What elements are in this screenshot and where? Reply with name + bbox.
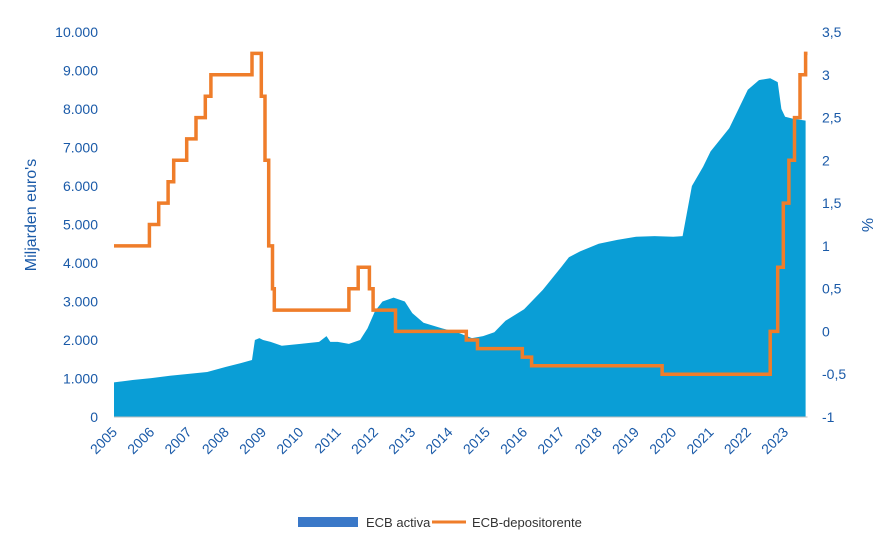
left-tick-label: 4.000 [63, 255, 98, 271]
x-tick-label: 2019 [609, 424, 642, 457]
x-tick-label: 2008 [199, 424, 232, 457]
x-tick-label: 2015 [460, 424, 493, 457]
x-tick-label: 2017 [534, 424, 567, 457]
legend-label-ecb-depositorente: ECB-depositorente [472, 515, 582, 530]
left-tick-label: 6.000 [63, 178, 98, 194]
left-tick-label: 8.000 [63, 101, 98, 117]
left-axis-title: Miljarden euro's [23, 159, 40, 271]
right-tick-label: -1 [822, 409, 835, 425]
legend: ECB activa ECB-depositorente [298, 515, 582, 530]
x-tick-label: 2020 [646, 424, 679, 457]
legend-swatch-ecb-activa [298, 517, 358, 527]
right-axis-ticks: -1 -0,5 0 0,5 1 1,5 2 2,5 3 3,5 [822, 24, 846, 425]
x-tick-label: 2022 [721, 424, 754, 457]
right-tick-label: 1 [822, 238, 830, 254]
right-tick-label: 0 [822, 323, 830, 339]
legend-label-ecb-activa: ECB activa [366, 515, 431, 530]
left-tick-label: 3.000 [63, 294, 98, 310]
x-tick-label: 2009 [236, 424, 269, 457]
right-axis-title: % [858, 218, 875, 232]
right-tick-label: 3 [822, 67, 830, 83]
x-tick-label: 2014 [422, 424, 455, 457]
x-tick-label: 2006 [124, 424, 157, 457]
x-tick-label: 2023 [758, 424, 791, 457]
left-tick-label: 9.000 [63, 63, 98, 79]
ecb-activa-area-series [114, 78, 806, 417]
left-tick-label: 10.000 [55, 24, 98, 40]
x-tick-label: 2021 [683, 424, 716, 457]
right-tick-label: 0,5 [822, 281, 842, 297]
x-tick-label: 2010 [273, 424, 306, 457]
left-tick-label: 0 [90, 409, 98, 425]
x-tick-label: 2013 [385, 424, 418, 457]
left-axis-ticks: 0 1.000 2.000 3.000 4.000 5.000 6.000 7.000 8.00… [55, 24, 98, 425]
right-tick-label: 1,5 [822, 195, 842, 211]
x-tick-label: 2018 [571, 424, 604, 457]
right-tick-label: 3,5 [822, 24, 842, 40]
left-tick-label: 2.000 [63, 332, 98, 348]
left-tick-label: 1.000 [63, 371, 98, 387]
left-tick-label: 7.000 [63, 140, 98, 156]
x-axis-ticks: 2005 2006 2007 2008 2009 2010 2011 2012 2013 2014… [87, 424, 792, 457]
right-tick-label: 2 [822, 152, 830, 168]
left-tick-label: 5.000 [63, 217, 98, 233]
x-tick-label: 2005 [87, 424, 120, 457]
right-tick-label: -0,5 [822, 366, 846, 382]
x-tick-label: 2007 [161, 424, 194, 457]
right-tick-label: 2,5 [822, 110, 842, 126]
ecb-activa-area [114, 78, 806, 417]
x-tick-label: 2016 [497, 424, 530, 457]
x-tick-label: 2011 [311, 424, 344, 457]
ecb-depositorente-line [114, 51, 808, 376]
ecb-depositorente-line-series [114, 51, 808, 376]
x-tick-label: 2012 [348, 424, 381, 457]
